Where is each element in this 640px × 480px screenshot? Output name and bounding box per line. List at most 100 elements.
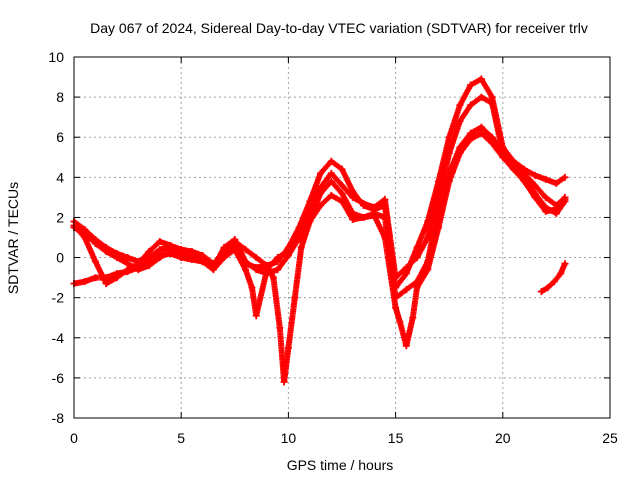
data-point xyxy=(520,177,528,185)
data-point xyxy=(81,278,89,286)
data-point xyxy=(220,246,228,254)
data-point xyxy=(381,213,389,221)
data-point xyxy=(477,75,485,83)
y-axis: -8 -6 -4 -2 0 2 4 6 8 10 xyxy=(48,49,610,426)
series-track-3 xyxy=(70,123,569,320)
data-point xyxy=(467,101,475,109)
data-point xyxy=(327,177,335,185)
data-point xyxy=(188,256,196,264)
data-point xyxy=(145,248,153,256)
data-point xyxy=(349,215,357,223)
data-point xyxy=(134,260,142,268)
x-tick-label: 20 xyxy=(495,430,511,446)
data-point xyxy=(248,284,256,292)
data-point xyxy=(263,262,271,270)
x-tick-label: 5 xyxy=(177,430,185,446)
data-point xyxy=(445,177,453,185)
data-point xyxy=(81,234,89,241)
data-point xyxy=(338,189,346,197)
data-point xyxy=(561,173,569,181)
data-point xyxy=(269,274,277,282)
data-point xyxy=(413,254,421,262)
data-point xyxy=(338,181,346,189)
data-point xyxy=(510,165,518,173)
data-point xyxy=(477,123,485,131)
data-point xyxy=(124,260,132,268)
data-point xyxy=(252,254,260,262)
data-point xyxy=(467,129,475,137)
data-point xyxy=(477,93,485,101)
data-point xyxy=(280,378,288,386)
data-point xyxy=(561,195,569,203)
data-point xyxy=(124,254,132,262)
data-point xyxy=(338,165,346,173)
data-point xyxy=(359,213,367,221)
data-point xyxy=(199,258,207,266)
data-point xyxy=(557,270,565,278)
x-tick-label: 25 xyxy=(602,430,618,446)
data-point xyxy=(456,117,464,125)
data-point xyxy=(124,266,132,274)
data-point xyxy=(113,274,121,282)
data-point xyxy=(291,294,299,302)
data-point xyxy=(231,242,239,250)
data-point xyxy=(252,264,260,272)
data-marks xyxy=(70,75,569,386)
data-point xyxy=(488,93,496,101)
y-tick-label: -6 xyxy=(52,370,65,386)
y-tick-label: 8 xyxy=(56,89,64,105)
y-tick-label: 10 xyxy=(48,49,64,65)
data-point xyxy=(91,274,99,282)
data-point xyxy=(145,258,153,266)
data-point xyxy=(327,157,335,165)
data-point xyxy=(242,266,250,274)
y-tick-label: -8 xyxy=(52,410,65,426)
data-point xyxy=(177,254,185,262)
data-point xyxy=(91,240,99,248)
y-tick-label: -2 xyxy=(52,290,65,306)
data-point xyxy=(317,169,325,177)
series-track-4 xyxy=(70,129,569,386)
data-point xyxy=(327,169,335,177)
data-point xyxy=(456,149,464,157)
data-point xyxy=(252,312,260,320)
data-point xyxy=(338,197,346,205)
y-tick-label: 0 xyxy=(56,250,64,266)
y-axis-label: SDTVAR / TECUs xyxy=(5,182,21,294)
data-point xyxy=(424,266,432,274)
y-tick-label: 6 xyxy=(56,129,64,145)
x-tick-label: 10 xyxy=(281,430,297,446)
data-point xyxy=(381,195,389,203)
data-point xyxy=(317,189,325,197)
data-point xyxy=(274,266,282,274)
data-point xyxy=(166,242,174,250)
x-tick-label: 0 xyxy=(70,430,78,446)
data-point xyxy=(102,248,110,256)
data-point xyxy=(542,175,550,183)
data-point xyxy=(242,246,250,254)
data-point xyxy=(276,324,284,332)
data-point xyxy=(531,171,539,179)
x-axis-label: GPS time / hours xyxy=(287,457,394,473)
data-point-trace xyxy=(270,274,283,329)
data-point xyxy=(477,129,485,137)
series-track-5 xyxy=(537,260,569,296)
data-point xyxy=(402,342,410,350)
data-point xyxy=(166,250,174,258)
data-point xyxy=(413,284,421,292)
data-point xyxy=(370,211,378,219)
data-point xyxy=(156,246,164,254)
data-point xyxy=(317,201,325,209)
data-point xyxy=(445,149,453,157)
data-point xyxy=(91,258,99,266)
data-point xyxy=(156,252,164,260)
data-point xyxy=(544,284,552,292)
data-point xyxy=(284,248,292,256)
y-tick-label: 2 xyxy=(56,209,64,225)
data-point xyxy=(488,133,496,141)
data-point xyxy=(552,179,560,187)
data-point xyxy=(402,270,410,278)
data-point-trace xyxy=(409,286,420,321)
data-point xyxy=(199,252,207,260)
data-point xyxy=(434,223,442,231)
